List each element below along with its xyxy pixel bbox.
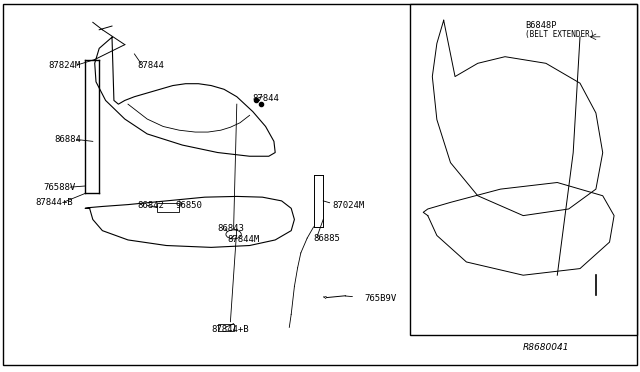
Text: 87844: 87844 [253, 94, 280, 103]
Text: R8680041: R8680041 [523, 343, 570, 352]
Text: 96850: 96850 [176, 201, 203, 210]
Bar [157, 203, 179, 212]
Text: 87844+B: 87844+B [35, 198, 73, 207]
Text: 87824M: 87824M [48, 61, 80, 70]
Circle shape [226, 230, 241, 239]
Text: 765B9V: 765B9V [365, 294, 397, 303]
FancyArrowPatch shape [324, 296, 326, 299]
Text: 86885: 86885 [314, 234, 340, 243]
Text: 87844+B: 87844+B [211, 325, 249, 334]
Text: (BELT EXTENDER): (BELT EXTENDER) [525, 30, 594, 39]
Text: B6848P: B6848P [525, 21, 556, 30]
Text: 86884: 86884 [54, 135, 81, 144]
Bar [218, 324, 234, 331]
Text: 87844: 87844 [138, 61, 164, 70]
Text: 76588V: 76588V [44, 183, 76, 192]
Text: 87024M: 87024M [333, 201, 365, 210]
Bar [410, 4, 637, 335]
Text: 86842: 86842 [138, 201, 164, 210]
Text: 86843: 86843 [218, 224, 244, 233]
Text: 87844M: 87844M [227, 235, 259, 244]
